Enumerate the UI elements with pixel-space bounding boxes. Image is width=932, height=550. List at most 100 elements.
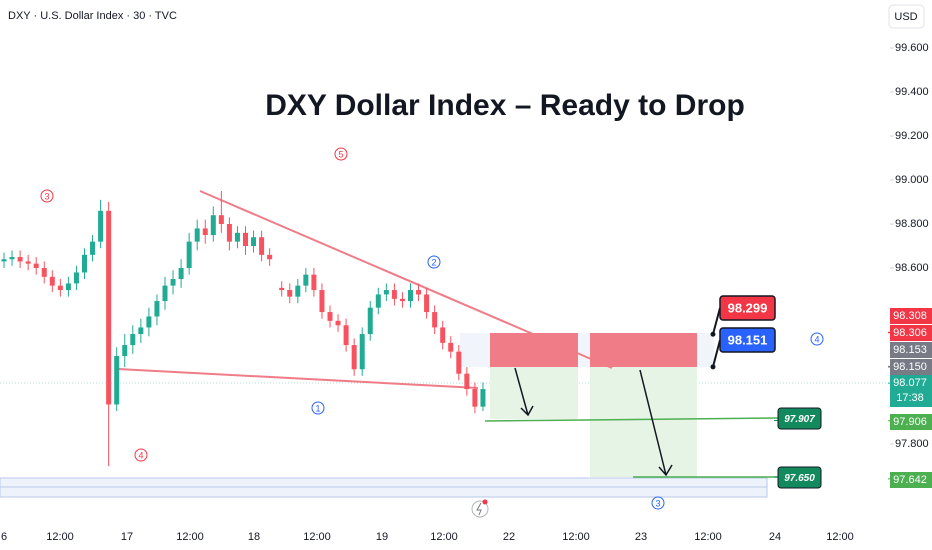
x-tick-label: 23 bbox=[635, 531, 647, 543]
x-tick-label: 17 bbox=[121, 531, 133, 543]
currency: USD bbox=[894, 11, 917, 23]
event-icon[interactable] bbox=[471, 500, 489, 518]
candle-body bbox=[90, 241, 96, 255]
candle-body bbox=[154, 301, 160, 317]
x-tick-label: 12:00 bbox=[303, 531, 331, 543]
candle-body bbox=[279, 287, 285, 291]
price-label: 98.308 bbox=[893, 310, 927, 322]
candle-body bbox=[267, 254, 273, 260]
candle-body bbox=[367, 307, 373, 335]
candle-body bbox=[106, 210, 112, 405]
callout-label: 97.907 bbox=[784, 414, 815, 425]
candle-body bbox=[472, 389, 478, 407]
candle-body bbox=[57, 285, 63, 291]
sell-zone bbox=[490, 333, 578, 367]
candle-body bbox=[9, 257, 15, 260]
wave-circle bbox=[427, 255, 441, 269]
callout-anchor bbox=[710, 364, 716, 370]
price-label: 98.150 bbox=[893, 361, 927, 373]
candle-body bbox=[383, 290, 389, 295]
candle-body bbox=[303, 274, 309, 286]
wave-circle bbox=[810, 332, 824, 346]
candle-body bbox=[210, 215, 216, 236]
arrow bbox=[639, 369, 673, 477]
wave-label: 2 bbox=[431, 257, 436, 267]
candle-body bbox=[98, 210, 104, 242]
price-label-bg bbox=[890, 342, 932, 358]
candle-body bbox=[146, 316, 152, 328]
y-tick-label: 99.400 bbox=[895, 86, 929, 98]
candle-body bbox=[49, 276, 55, 286]
candle-body bbox=[114, 356, 120, 405]
callout-label: 97.650 bbox=[784, 473, 815, 484]
callout-label: 98.299 bbox=[728, 300, 768, 315]
candle-body bbox=[448, 342, 454, 352]
candle-body bbox=[287, 290, 293, 297]
candle-body bbox=[399, 298, 405, 302]
event-icon-bolt bbox=[476, 502, 482, 516]
target-line bbox=[484, 417, 779, 422]
wave-label: 3 bbox=[44, 191, 49, 201]
wave-label: 5 bbox=[338, 149, 343, 159]
callout-pointer bbox=[712, 339, 721, 368]
candle-body bbox=[295, 285, 301, 297]
candle-body bbox=[351, 345, 357, 370]
candle-body bbox=[25, 261, 31, 264]
candle-body bbox=[73, 272, 79, 284]
candle-body bbox=[424, 294, 430, 313]
target-zone bbox=[490, 367, 578, 419]
wave-circle bbox=[134, 448, 148, 462]
wave-circle bbox=[334, 147, 348, 161]
y-tick-label: 98.800 bbox=[895, 218, 929, 230]
y-tick-label: 99.200 bbox=[895, 130, 929, 142]
wave-label: 3 bbox=[655, 498, 660, 508]
candle-body bbox=[234, 232, 240, 242]
candle-body bbox=[343, 325, 349, 346]
candle-body bbox=[178, 268, 184, 280]
currency-button[interactable] bbox=[888, 4, 925, 29]
x-tick-label: 19 bbox=[376, 531, 388, 543]
chart-title: DXY Dollar Index – Ready to Drop bbox=[265, 89, 745, 122]
candle-body bbox=[432, 312, 438, 328]
price-label: 98.077 bbox=[893, 377, 927, 389]
x-tick-label: 12:00 bbox=[430, 531, 458, 543]
event-dot bbox=[482, 499, 488, 505]
x-tick-label: 12:00 bbox=[694, 531, 722, 543]
price-label: 98.153 bbox=[893, 344, 927, 356]
x-tick-label: 22 bbox=[503, 531, 515, 543]
candle-body bbox=[440, 327, 446, 343]
y-tick-label: 99.600 bbox=[895, 42, 929, 54]
candle-body bbox=[359, 334, 365, 370]
countdown: 17:38 bbox=[896, 392, 924, 404]
price-label-bg bbox=[890, 359, 932, 375]
wave-circle bbox=[311, 401, 325, 415]
trendline bbox=[199, 190, 613, 369]
sell-zone bbox=[590, 333, 697, 367]
candle-body bbox=[33, 263, 39, 269]
x-tick-label: 12:00 bbox=[176, 531, 204, 543]
arrow bbox=[514, 367, 534, 417]
trendline bbox=[117, 368, 479, 389]
symbol-header: DXY · U.S. Dollar Index · 30 · TVC bbox=[8, 10, 177, 22]
candle-body bbox=[17, 257, 23, 262]
candle-body bbox=[311, 274, 317, 291]
callout-anchor bbox=[710, 331, 716, 337]
candle-body bbox=[130, 334, 136, 346]
wave-label: 1 bbox=[315, 403, 320, 413]
callout-box bbox=[777, 407, 822, 430]
candle-body bbox=[464, 373, 470, 390]
x-tick-label: 12:00 bbox=[46, 531, 74, 543]
callout-label: 98.151 bbox=[728, 332, 768, 347]
x-tick-label: 24 bbox=[769, 531, 781, 543]
candle-body bbox=[416, 290, 422, 295]
x-tick-label: 18 bbox=[248, 531, 260, 543]
wave-circle bbox=[40, 189, 54, 203]
callout-box bbox=[719, 295, 776, 321]
candle-body bbox=[375, 294, 381, 308]
candle-body bbox=[408, 290, 413, 302]
candle-body bbox=[138, 327, 144, 335]
y-tick-label: 97.800 bbox=[895, 438, 929, 450]
y-tick-label: 98.600 bbox=[895, 262, 929, 274]
